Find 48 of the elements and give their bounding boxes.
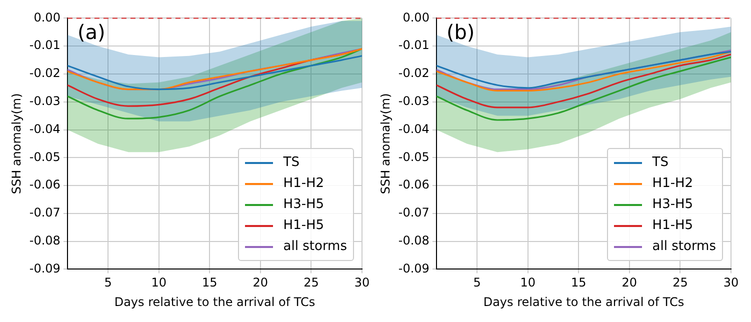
x-tick-label: 30 bbox=[723, 276, 739, 290]
y-axis-title: SSH anomaly(m) bbox=[9, 93, 24, 194]
y-tick-label: -0.02 bbox=[29, 66, 60, 80]
x-tick-label: 25 bbox=[304, 276, 319, 290]
annotation: (a) bbox=[77, 20, 106, 44]
legend-label: H1-H5 bbox=[652, 218, 694, 234]
y-axis-title: SSH anomaly(m) bbox=[378, 93, 392, 194]
legend-label: H3-H5 bbox=[652, 197, 694, 212]
y-tick-label: -0.04 bbox=[398, 122, 430, 136]
x-tick-label: 5 bbox=[473, 276, 481, 290]
x-tick-label: 5 bbox=[104, 276, 112, 290]
y-tick-label: -0.04 bbox=[29, 122, 60, 136]
legend-label: TS bbox=[283, 155, 300, 170]
y-tick-label: 0.00 bbox=[402, 10, 430, 24]
legend-label: all storms bbox=[283, 239, 347, 254]
x-tick-label: 10 bbox=[520, 276, 536, 290]
legend-label: H1-H2 bbox=[283, 176, 324, 192]
y-tick-label: -0.02 bbox=[398, 66, 430, 80]
y-tick-label: -0.03 bbox=[29, 94, 60, 108]
y-tick-label: -0.06 bbox=[398, 178, 430, 192]
legend-label: all storms bbox=[652, 239, 716, 254]
y-tick-label: -0.01 bbox=[29, 38, 60, 52]
x-tick-label: 30 bbox=[354, 276, 370, 290]
y-tick-label: -0.08 bbox=[29, 233, 60, 248]
x-axis-title: Days relative to the arrival of TCs bbox=[114, 294, 316, 309]
x-tick-label: 25 bbox=[672, 276, 688, 290]
x-tick-label: 20 bbox=[622, 276, 638, 290]
y-tick-label: -0.07 bbox=[29, 206, 60, 220]
y-tick-label: -0.05 bbox=[29, 150, 60, 164]
x-axis-title: Days relative to the arrival of TCs bbox=[483, 294, 684, 309]
x-tick-label: 15 bbox=[571, 276, 586, 290]
x-tick-label: 10 bbox=[151, 276, 166, 290]
legend-label: TS bbox=[652, 155, 668, 170]
y-tick-label: -0.06 bbox=[29, 178, 60, 192]
y-tick-label: 0.00 bbox=[34, 10, 60, 24]
y-tick-label: -0.05 bbox=[398, 150, 430, 164]
y-tick-label: -0.08 bbox=[398, 233, 430, 248]
legend-label: H3-H5 bbox=[283, 197, 324, 212]
legend-label: H1-H5 bbox=[283, 218, 324, 234]
annotation: (b) bbox=[446, 20, 475, 44]
y-tick-label: -0.09 bbox=[29, 261, 60, 276]
y-tick-label: -0.01 bbox=[398, 38, 430, 52]
x-tick-label: 20 bbox=[252, 276, 268, 290]
y-tick-label: -0.09 bbox=[398, 261, 430, 276]
y-tick-label: -0.03 bbox=[398, 94, 430, 108]
legend-label: H1-H2 bbox=[652, 176, 694, 192]
x-tick-label: 15 bbox=[202, 276, 218, 290]
y-tick-label: -0.07 bbox=[398, 206, 430, 220]
